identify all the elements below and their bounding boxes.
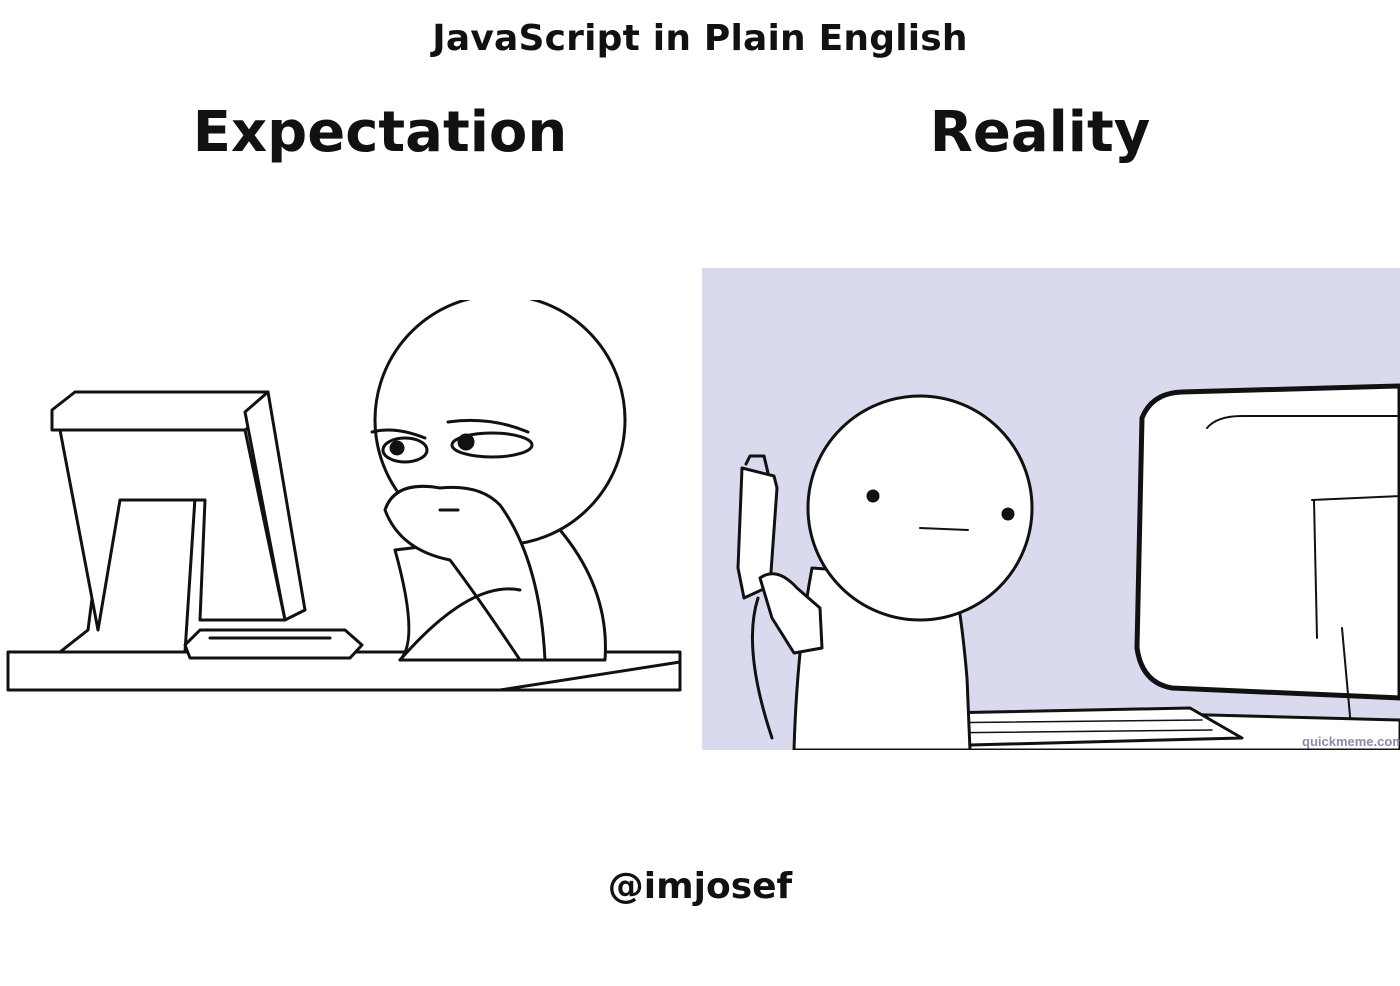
monitor	[50, 390, 270, 432]
author-handle: @imjosef	[607, 866, 793, 907]
person-beard	[383, 484, 547, 662]
brand-title: JavaScript in Plain English	[432, 18, 968, 59]
reality-heading: Reality	[929, 100, 1151, 165]
hand	[758, 572, 824, 655]
reality-monitor	[1134, 383, 1400, 701]
expectation-illustration	[0, 300, 690, 720]
watermark: quickmeme.com	[1302, 734, 1400, 749]
reality-illustration: quickmeme.com	[702, 268, 1400, 750]
keyboard	[183, 628, 364, 660]
reality-person-head	[806, 394, 1034, 622]
expectation-heading: Expectation	[192, 100, 568, 165]
